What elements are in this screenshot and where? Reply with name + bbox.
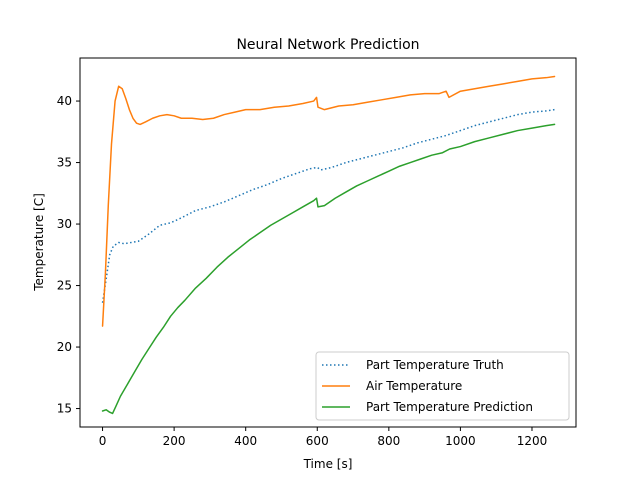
y-tick-label: 15 bbox=[57, 402, 72, 416]
y-tick-label: 35 bbox=[57, 156, 72, 170]
series-line-2 bbox=[101, 75, 556, 327]
chart-title: Neural Network Prediction bbox=[236, 37, 419, 53]
plot-frame bbox=[79, 57, 577, 428]
x-tick-label: 400 bbox=[234, 434, 257, 448]
y-tick-label: 20 bbox=[57, 340, 72, 354]
series-line-3 bbox=[101, 123, 556, 415]
x-tick-label: 0 bbox=[99, 434, 107, 448]
x-axis-label: Time [s] bbox=[303, 457, 353, 471]
legend-label-1: Part Temperature Truth bbox=[366, 358, 504, 372]
legend-label-2: Air Temperature bbox=[366, 379, 462, 393]
x-tick-label: 1200 bbox=[517, 434, 548, 448]
legend-box bbox=[315, 351, 570, 421]
y-tick-label: 30 bbox=[57, 217, 72, 231]
x-tick-label: 200 bbox=[163, 434, 186, 448]
plot-area bbox=[79, 57, 577, 428]
y-axis-label: Temperature [C] bbox=[32, 193, 46, 292]
x-axis: 0 200 400 600 800 1000 1200 bbox=[99, 427, 548, 448]
x-tick-label: 800 bbox=[377, 434, 400, 448]
y-tick-label: 25 bbox=[57, 279, 72, 293]
x-tick-label: 1000 bbox=[445, 434, 476, 448]
y-tick-label: 40 bbox=[57, 94, 72, 108]
legend: Part Temperature Truth Air Temperature Par… bbox=[315, 351, 570, 421]
y-axis: 15 20 25 30 35 40 bbox=[57, 94, 80, 416]
legend-label-3: Part Temperature Prediction bbox=[366, 400, 533, 414]
series-line-1 bbox=[101, 108, 555, 303]
x-tick-label: 600 bbox=[306, 434, 329, 448]
